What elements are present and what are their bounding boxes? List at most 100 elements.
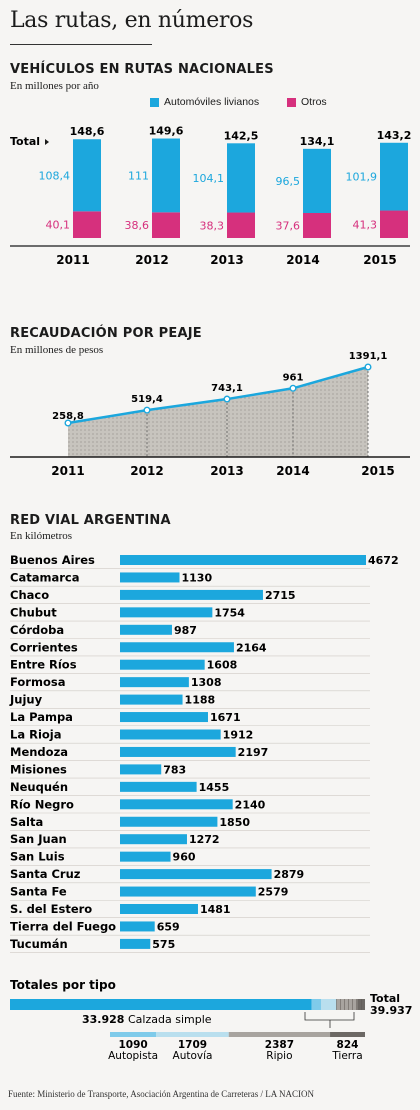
province-label: La Rioja: [10, 728, 62, 742]
province-label: Córdoba: [10, 623, 64, 637]
toll-value-2013: 743,1: [211, 383, 243, 394]
toll-point-2012: [143, 406, 151, 414]
label-livianos-2013: 104,1: [193, 172, 225, 185]
total-value-2012: 149,6: [149, 125, 184, 138]
province-bar: [120, 607, 213, 618]
bar-livianos-2011: [73, 139, 101, 212]
province-label: Río Negro: [10, 797, 74, 811]
total-arrow-icon: [45, 139, 49, 145]
toll-year-2012: 2012: [130, 464, 163, 478]
label-livianos-2012: 111: [128, 169, 149, 182]
province-label: Salta: [10, 815, 43, 829]
province-label: Misiones: [10, 762, 67, 776]
toll-year-2013: 2013: [210, 464, 243, 478]
total-value-2011: 148,6: [70, 125, 105, 138]
detail-value-autopista: 1090: [119, 1039, 148, 1051]
province-bar: [120, 659, 205, 670]
segment-autopista: [311, 999, 322, 1010]
bar-otros-2014: [303, 212, 331, 238]
segment-ripio: [336, 999, 358, 1010]
bar-otros-2013: [227, 212, 255, 238]
detail-name-autopista: Autopista: [108, 1050, 158, 1062]
segment-calzada-simple: [10, 999, 312, 1010]
detail-name-tierra: Tierra: [331, 1050, 362, 1062]
total-value-2014: 134,1: [300, 135, 335, 148]
bar-livianos-2014: [303, 148, 331, 213]
year-label-2014: 2014: [286, 253, 319, 267]
bar-livianos-2013: [227, 143, 255, 213]
province-bar: [120, 624, 172, 635]
province-label: Mendoza: [10, 745, 68, 759]
province-bar: [120, 712, 208, 723]
detail-value-tierra: 824: [337, 1039, 359, 1051]
province-label: Santa Cruz: [10, 867, 81, 881]
bar-otros-2011: [73, 211, 101, 238]
label-otros-2012: 38,6: [125, 219, 150, 232]
detail-segment-autovía: [156, 1032, 229, 1037]
detail-name-autovía: Autovía: [173, 1050, 213, 1062]
province-value: 659: [157, 920, 180, 933]
province-bar: [120, 921, 155, 932]
toll-point-2015: [364, 363, 372, 371]
main-name-label: Calzada simple: [128, 1013, 212, 1026]
legend-swatch-otros: [287, 97, 296, 107]
vehicles-chart-subtitle: En millones por año: [10, 80, 99, 92]
detail-segment-autopista: [110, 1032, 157, 1037]
province-label: Santa Fe: [10, 885, 67, 899]
province-bar: [120, 904, 198, 914]
province-value: 4672: [368, 554, 399, 567]
province-bar: [120, 677, 189, 688]
province-bar: [120, 851, 171, 862]
province-label: Chubut: [10, 605, 57, 619]
province-label: Jujuy: [9, 693, 43, 707]
province-label: Entre Ríos: [10, 658, 77, 672]
province-value: 1608: [207, 659, 238, 672]
province-value: 1188: [185, 694, 216, 707]
toll-value-2012: 519,4: [131, 394, 163, 405]
province-label: Catamarca: [10, 570, 79, 584]
province-label: Formosa: [10, 675, 65, 689]
province-bar: [120, 764, 162, 775]
total-value-2015: 143,2: [377, 129, 412, 142]
province-bar: [120, 642, 234, 653]
legend-label-livianos: Automóviles livianos: [164, 96, 260, 108]
segment-autovía: [321, 999, 337, 1010]
province-value: 1455: [199, 781, 230, 794]
total-label: Total: [10, 135, 40, 148]
province-bar: [120, 589, 263, 600]
province-label: San Luis: [10, 850, 65, 864]
toll-year-2011: 2011: [51, 464, 84, 478]
toll-value-2011: 258,8: [52, 411, 84, 422]
province-value: 2715: [265, 589, 296, 602]
province-value: 1671: [210, 711, 241, 724]
toll-point-2013: [223, 395, 231, 403]
province-bar: [120, 729, 221, 740]
province-value: 2197: [238, 746, 269, 759]
toll-year-2014: 2014: [276, 464, 309, 478]
totals-by-type-title: Totales por tipo: [10, 978, 116, 992]
province-value: 1481: [200, 903, 231, 916]
year-label-2011: 2011: [56, 253, 89, 267]
province-bar: [120, 886, 256, 897]
label-otros-2013: 38,3: [200, 219, 225, 232]
province-value: 960: [173, 851, 196, 864]
province-value: 1272: [189, 833, 220, 846]
detail-value-autovía: 1709: [178, 1039, 207, 1051]
main-value-label: 33.928: [82, 1013, 124, 1026]
year-label-2013: 2013: [210, 253, 243, 267]
province-value: 783: [163, 763, 186, 776]
road-network-bar-chart: Buenos Aires 4672 Catamarca 1130 Chaco 2715 Ch…: [9, 553, 399, 953]
province-bar: [120, 799, 233, 810]
province-label: Tucumán: [10, 937, 68, 951]
province-value: 987: [174, 624, 197, 637]
province-label: La Pampa: [10, 710, 73, 724]
grand-total-label: Total: [370, 992, 400, 1005]
segment-tierra: [357, 999, 366, 1010]
label-livianos-2015: 101,9: [346, 171, 378, 184]
year-label-2012: 2012: [135, 253, 168, 267]
province-bar: [120, 938, 151, 949]
province-label: Chaco: [10, 588, 49, 602]
legend-otros: Otros: [287, 96, 327, 108]
bar-otros-2015: [380, 210, 408, 238]
detail-segment-tierra: [330, 1032, 365, 1037]
